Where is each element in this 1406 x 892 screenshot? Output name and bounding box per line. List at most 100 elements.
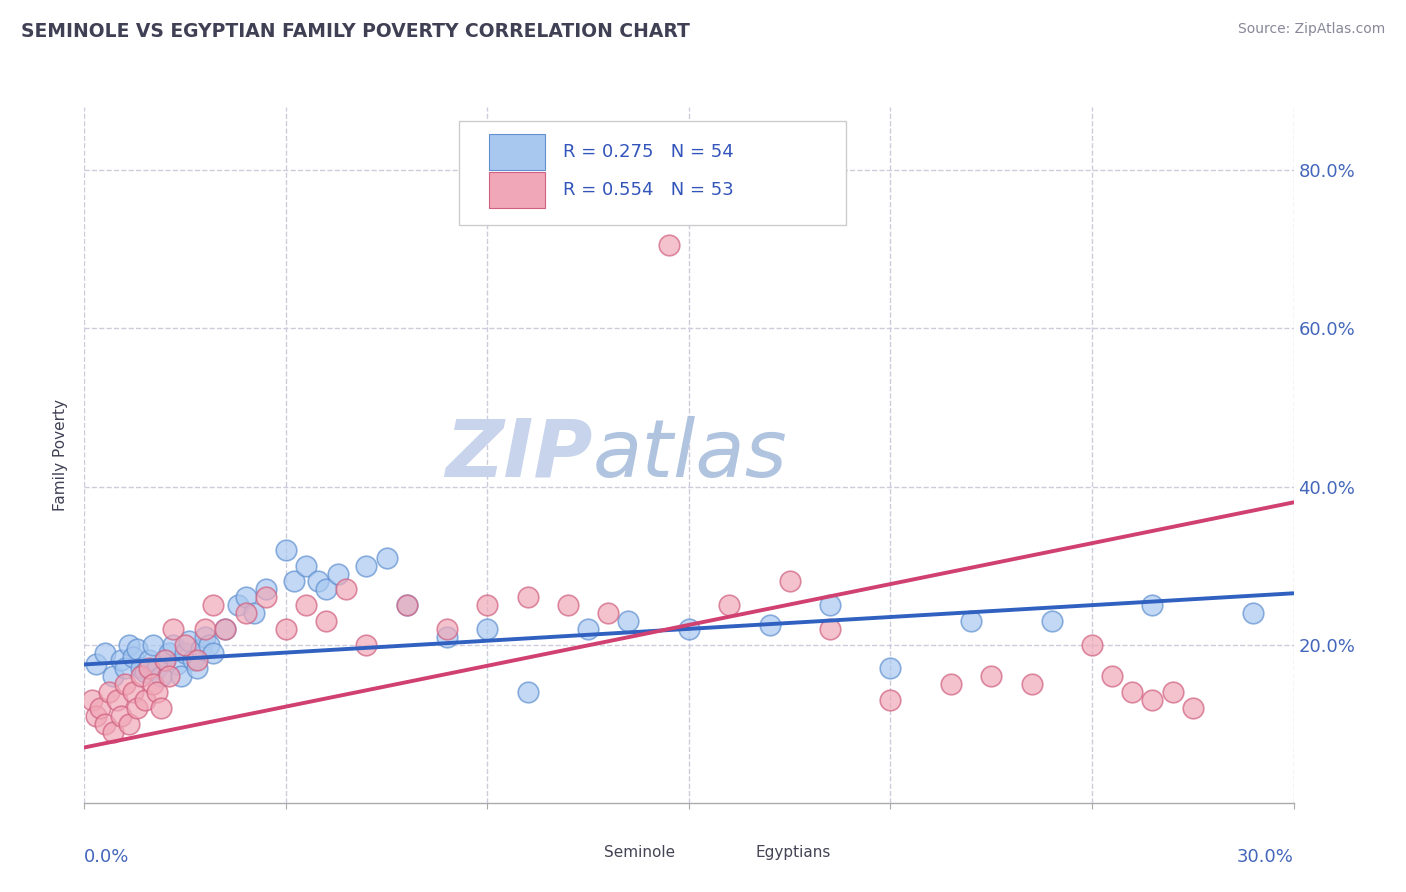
Point (134, 693, 156, 707)
Point (1181, 701, 1204, 715)
Point (202, 598, 225, 612)
Point (283, 574, 305, 589)
Y-axis label: Family Poverty: Family Poverty (53, 399, 69, 511)
Point (1142, 693, 1164, 707)
Point (179, 633, 201, 648)
Point (335, 582, 357, 597)
Point (97, 685, 120, 699)
Point (557, 598, 579, 612)
Text: Source: ZipAtlas.com: Source: ZipAtlas.com (1237, 22, 1385, 37)
Point (1101, 669, 1123, 683)
Point (146, 685, 169, 699)
Point (295, 558, 318, 573)
FancyBboxPatch shape (710, 840, 754, 865)
Point (295, 598, 318, 612)
Point (157, 669, 180, 683)
Point (1021, 677, 1043, 691)
Point (146, 661, 169, 675)
FancyBboxPatch shape (489, 134, 546, 169)
Point (166, 657, 188, 672)
Text: Seminole: Seminole (605, 846, 675, 861)
Point (101, 724, 124, 739)
Point (1081, 638, 1104, 652)
Point (356, 638, 378, 652)
Point (395, 598, 418, 612)
Point (1040, 614, 1063, 628)
Point (142, 677, 165, 691)
Point (516, 685, 538, 699)
Point (718, 598, 741, 612)
Point (118, 638, 141, 652)
Point (477, 598, 499, 612)
Point (274, 622, 297, 636)
Point (174, 638, 197, 652)
Point (1241, 606, 1264, 620)
Point (226, 598, 249, 612)
Text: R = 0.554   N = 53: R = 0.554 N = 53 (564, 181, 734, 199)
Point (1121, 685, 1143, 699)
Point (818, 598, 841, 612)
Point (194, 622, 217, 636)
Point (678, 622, 700, 636)
FancyBboxPatch shape (489, 172, 546, 208)
Point (174, 646, 197, 660)
Point (118, 716, 141, 731)
Point (129, 661, 152, 675)
Point (134, 665, 156, 680)
Point (1161, 685, 1184, 699)
Point (157, 646, 180, 660)
Point (105, 693, 128, 707)
Point (356, 558, 378, 573)
Point (86, 657, 108, 672)
Point (436, 622, 458, 636)
Point (516, 591, 538, 605)
Point (89, 701, 111, 715)
Point (101, 669, 124, 683)
Point (138, 661, 160, 675)
Point (375, 550, 398, 565)
Text: ZIP: ZIP (444, 416, 592, 494)
Point (170, 669, 193, 683)
Point (198, 638, 221, 652)
Point (395, 598, 418, 612)
Point (121, 649, 143, 664)
Text: R = 0.275   N = 54: R = 0.275 N = 54 (564, 143, 734, 161)
Text: SEMINOLE VS EGYPTIAN FAMILY POVERTY CORRELATION CHART: SEMINOLE VS EGYPTIAN FAMILY POVERTY CORR… (21, 22, 690, 41)
FancyBboxPatch shape (460, 121, 846, 226)
Point (142, 638, 165, 652)
Point (307, 574, 329, 589)
Point (162, 638, 184, 652)
Point (125, 701, 148, 715)
Point (190, 641, 212, 656)
Point (138, 653, 160, 667)
Point (181, 653, 204, 667)
Point (149, 669, 172, 683)
Point (93, 646, 115, 660)
Point (254, 591, 277, 605)
Point (576, 622, 599, 636)
FancyBboxPatch shape (558, 840, 602, 865)
Point (818, 622, 841, 636)
Point (114, 677, 136, 691)
Point (82, 693, 104, 707)
Point (194, 630, 217, 644)
Point (315, 582, 337, 597)
Point (879, 661, 901, 675)
Point (779, 574, 801, 589)
Point (121, 685, 143, 699)
Text: 0.0%: 0.0% (84, 848, 129, 866)
Point (939, 677, 962, 691)
Point (274, 542, 297, 557)
Text: 30.0%: 30.0% (1237, 848, 1294, 866)
Point (328, 566, 350, 581)
Point (110, 653, 132, 667)
Point (186, 653, 208, 667)
Point (202, 646, 225, 660)
Point (658, 238, 681, 252)
Point (254, 582, 277, 597)
Point (186, 661, 208, 675)
Point (960, 614, 983, 628)
Text: atlas: atlas (592, 416, 787, 494)
Point (162, 622, 184, 636)
Point (114, 661, 136, 675)
